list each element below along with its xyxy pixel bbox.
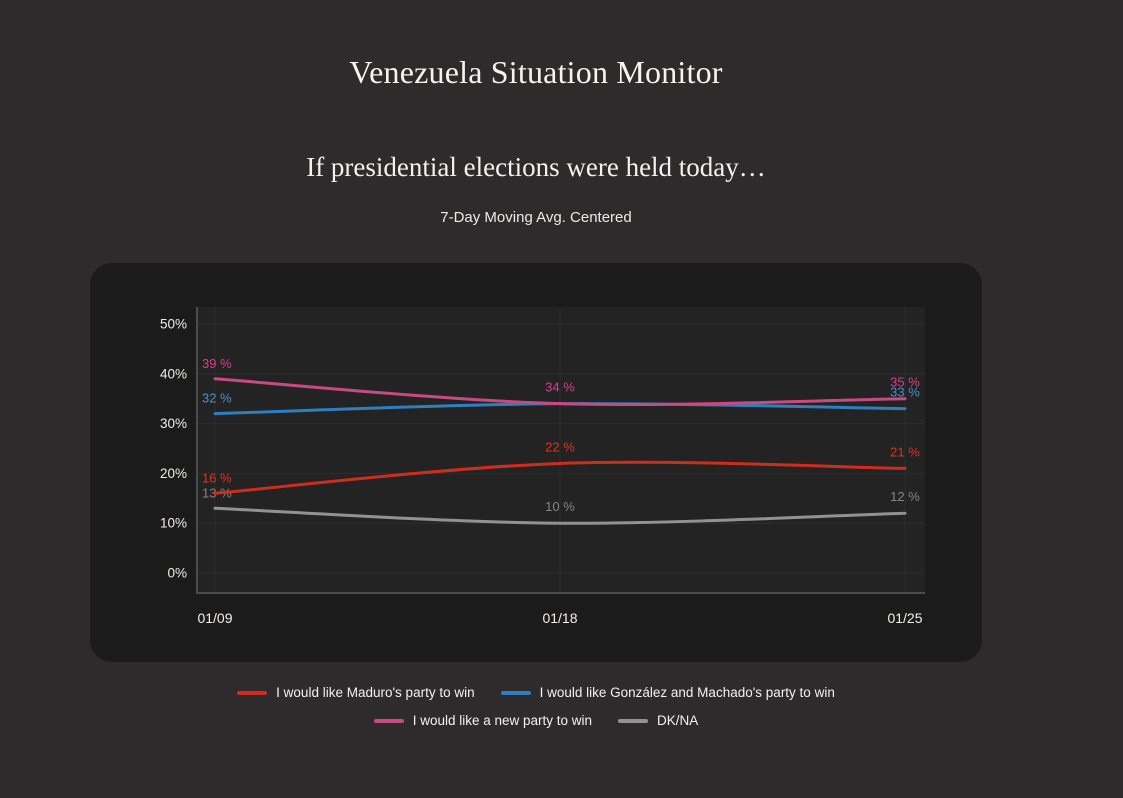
legend-swatch-icon <box>237 690 268 695</box>
y-tick-label: 40% <box>160 366 187 381</box>
y-tick-label: 30% <box>160 416 187 431</box>
data-label-series-3: 10 % <box>545 499 575 514</box>
legend-label: I would like Maduro's party to win <box>276 685 475 700</box>
legend-row-2: I would like a new party to win DK/NA <box>373 712 698 729</box>
y-tick-label: 20% <box>160 466 187 481</box>
legend-label: I would like a new party to win <box>412 713 593 728</box>
data-label-series-0: 22 % <box>545 439 575 454</box>
chart-legend: I would like Maduro's party to win I woul… <box>90 684 982 729</box>
legend-item-3[interactable]: DK/NA <box>618 713 698 728</box>
legend-swatch-icon <box>373 718 404 723</box>
x-tick-label: 01/18 <box>542 610 577 626</box>
x-tick-label: 01/09 <box>197 610 232 626</box>
data-label-series-2: 35 % <box>890 375 920 390</box>
data-label-series-2: 39 % <box>202 356 232 371</box>
legend-swatch-icon <box>618 718 649 723</box>
data-label-series-0: 16 % <box>202 470 232 485</box>
x-tick-label: 01/25 <box>887 610 922 626</box>
line-chart[interactable]: 0% 10% 20% 30% 40% 50% 01/09 01/18 01/25 16 % 22 %… <box>90 263 982 662</box>
chart-subtitle-note: 7-Day Moving Avg. Centered <box>440 209 632 226</box>
data-label-series-3: 12 % <box>890 489 920 504</box>
series-line-3 <box>213 506 907 525</box>
legend-label: I would like González and Machado's part… <box>539 685 835 700</box>
legend-item-0[interactable]: I would like Maduro's party to win <box>237 685 475 700</box>
chart-panel: 0% 10% 20% 30% 40% 50% 01/09 01/18 01/25 16 % 22 %… <box>90 263 982 662</box>
legend-item-2[interactable]: I would like a new party to win <box>373 713 593 728</box>
legend-label: DK/NA <box>657 713 699 728</box>
data-label-series-0: 21 % <box>890 444 920 459</box>
series-line-2 <box>213 377 907 407</box>
data-label-series-1: 33 % <box>890 385 920 400</box>
page-title: Venezuela Situation Monitor <box>349 54 723 90</box>
y-tick-label: 10% <box>160 516 187 531</box>
content-column: Venezuela Situation Monitor If president… <box>90 0 982 798</box>
y-tick-label: 50% <box>160 317 187 332</box>
data-label-series-1: 32 % <box>202 391 232 406</box>
y-tick-label: 0% <box>167 566 187 581</box>
chart-question-title: If presidential elections were held toda… <box>306 152 766 182</box>
legend-swatch-icon <box>500 690 531 695</box>
legend-item-1[interactable]: I would like González and Machado's part… <box>500 685 835 700</box>
plot-area[interactable] <box>197 307 925 593</box>
legend-row-1: I would like Maduro's party to win I woul… <box>237 684 835 701</box>
series-line-0 <box>213 460 907 495</box>
data-label-series-2: 34 % <box>545 380 575 395</box>
